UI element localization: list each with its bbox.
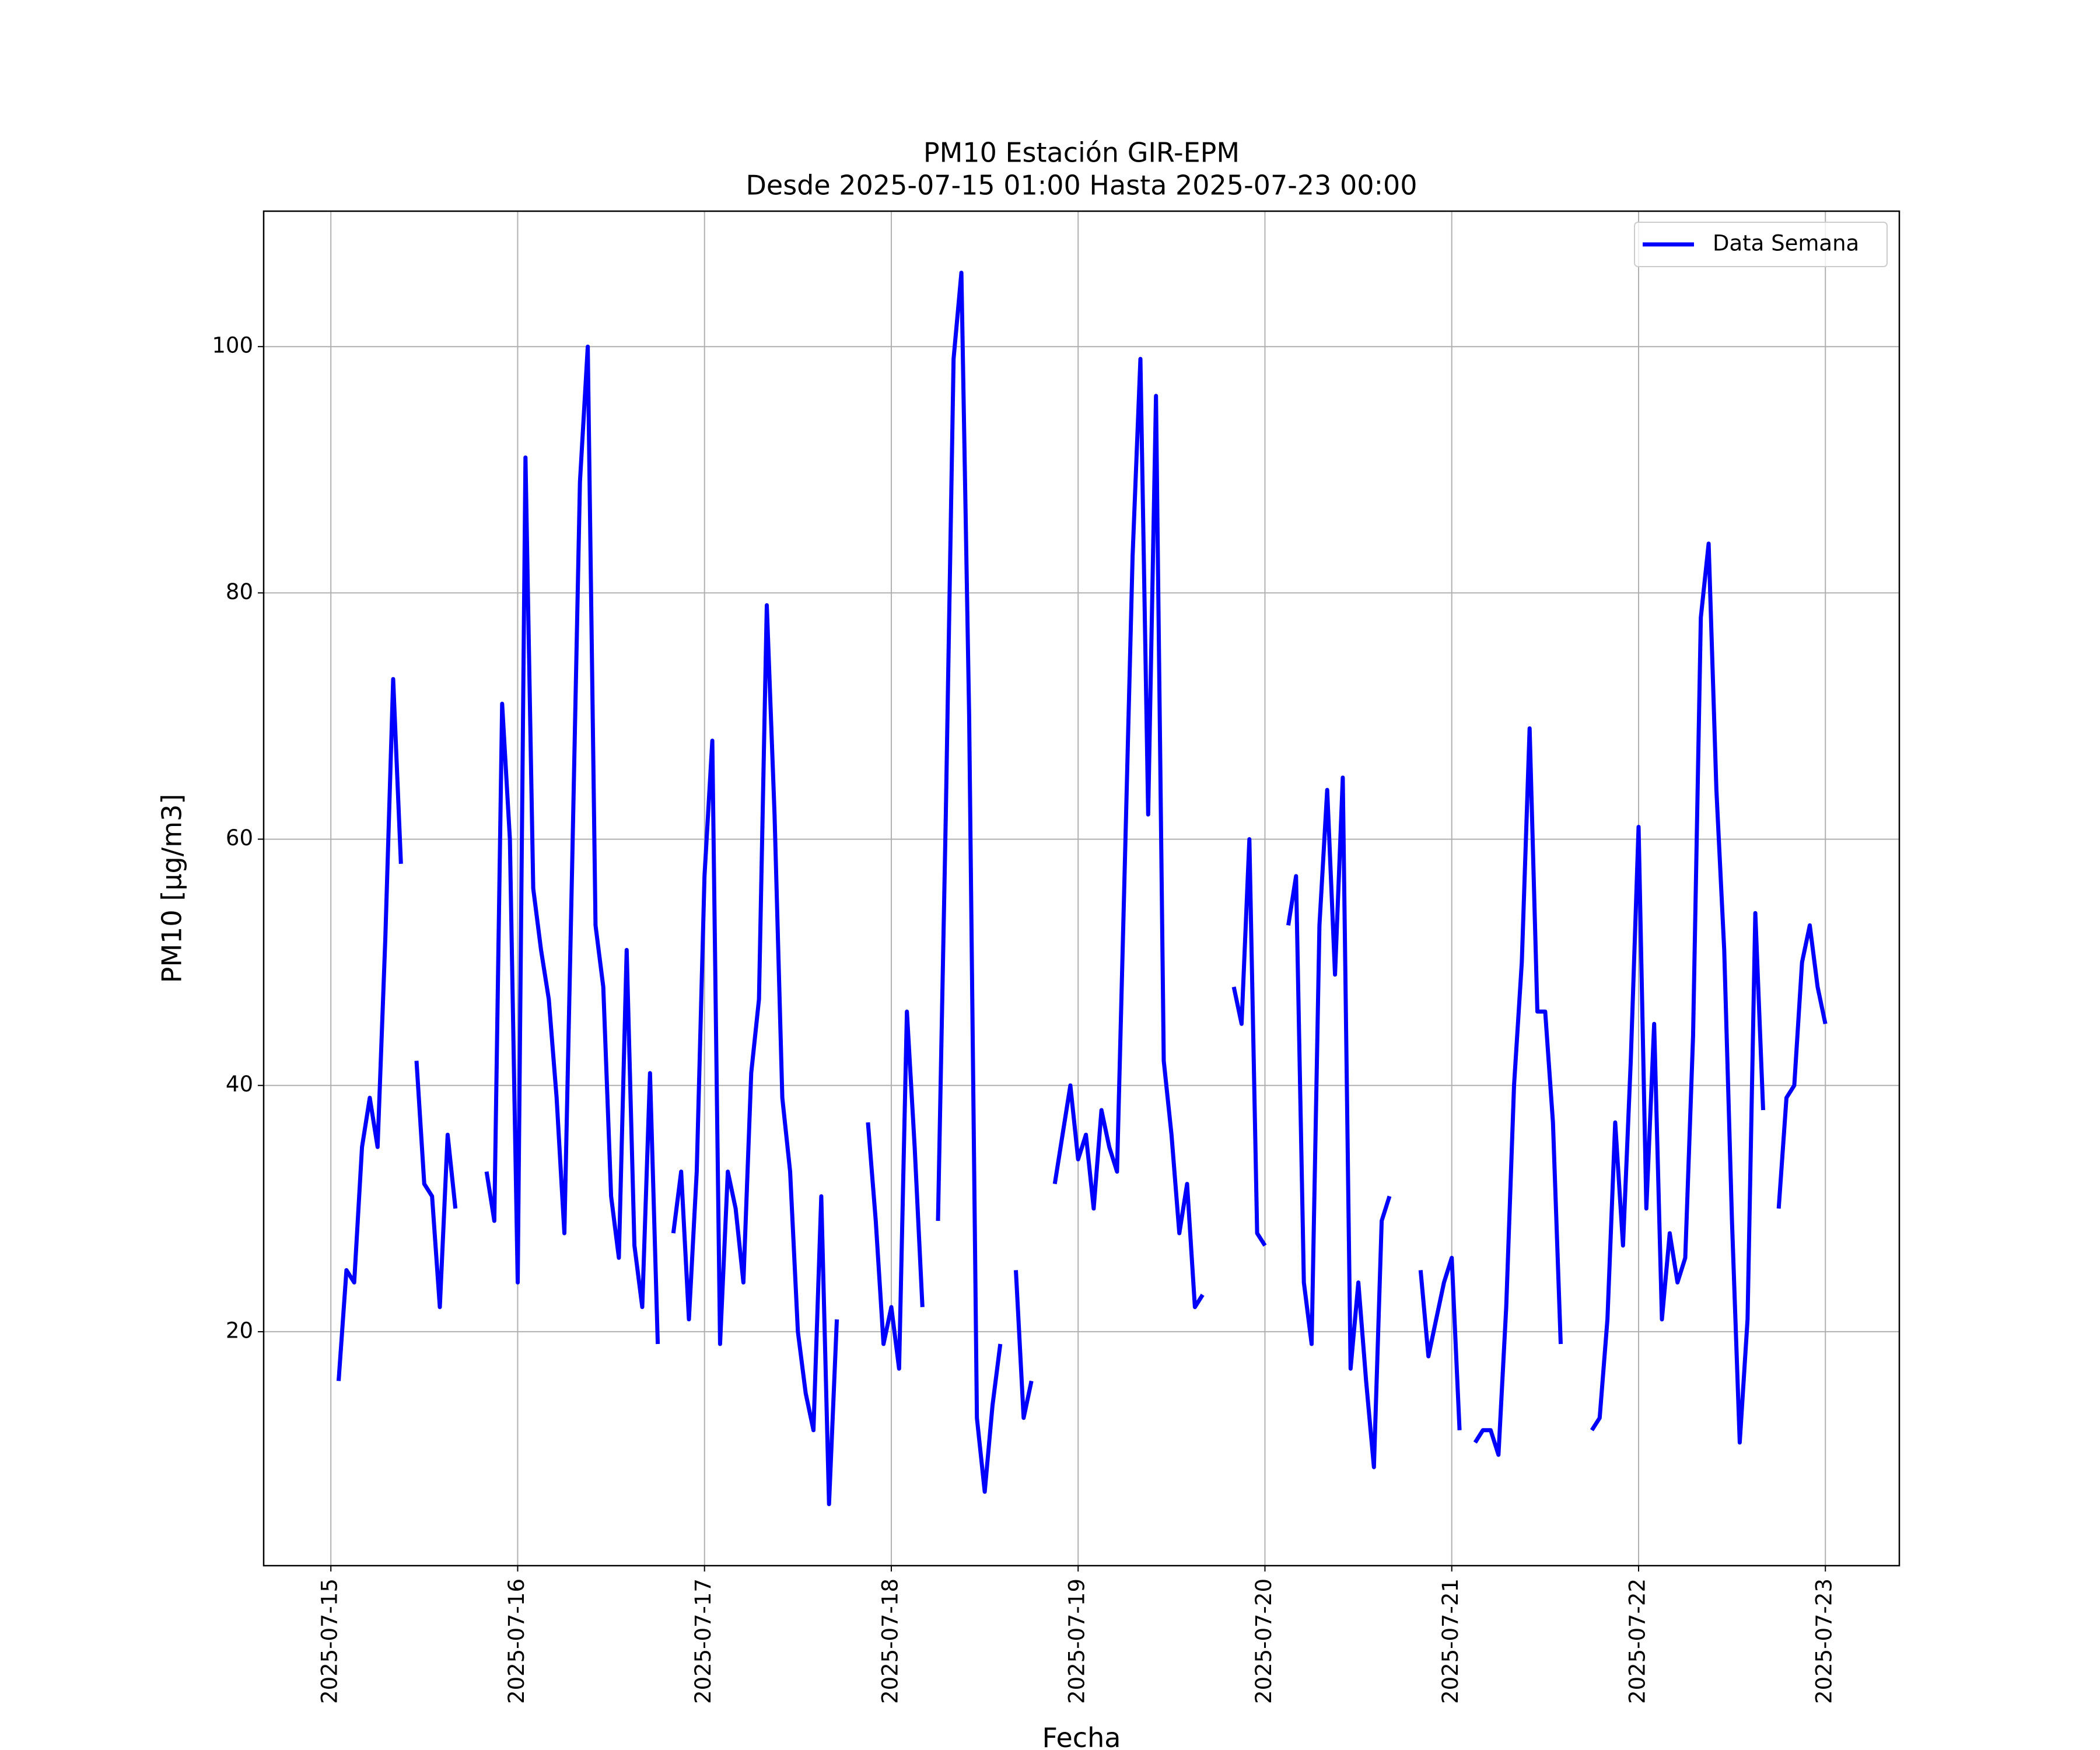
data-line (866, 1009, 925, 1371)
data-line (1473, 726, 1563, 1457)
data-line (484, 344, 660, 1345)
chart-subtitle: Desde 2025-07-15 01:00 Hasta 2025-07-23 … (746, 170, 1417, 201)
data-line (1418, 1255, 1462, 1430)
y-tick-label: 80 (226, 579, 253, 604)
x-tick-label: 2025-07-19 (1065, 1578, 1090, 1704)
y-tick-label: 60 (226, 825, 253, 850)
data-line (1776, 923, 1828, 1209)
data-line (1052, 356, 1205, 1310)
data-line (1231, 837, 1267, 1247)
x-tick-label: 2025-07-20 (1251, 1578, 1276, 1704)
x-tick-label: 2025-07-23 (1812, 1578, 1837, 1704)
data-line (936, 271, 1003, 1494)
data-line (414, 1060, 458, 1310)
legend-box (1634, 222, 1888, 267)
data-line (1014, 1270, 1034, 1420)
x-tick-label: 2025-07-21 (1438, 1578, 1463, 1704)
data-line (1590, 541, 1765, 1445)
data-line (671, 603, 839, 1506)
y-tick-label: 40 (226, 1072, 253, 1097)
y-tick-label: 20 (226, 1318, 253, 1343)
y-tick-label: 100 (212, 333, 253, 358)
x-tick-label: 2025-07-18 (877, 1578, 902, 1704)
chart-title: PM10 Estación GIR-EPM (923, 137, 1240, 169)
plot-frame (262, 210, 1901, 1567)
y-axis-label: PM10 [μg/m3] (156, 794, 188, 984)
x-tick-label: 2025-07-15 (317, 1578, 342, 1704)
data-line (1286, 775, 1392, 1469)
x-tick-label: 2025-07-16 (504, 1578, 529, 1704)
x-axis-label: Fecha (1042, 1722, 1121, 1750)
x-tick-label: 2025-07-17 (691, 1578, 716, 1704)
legend: Data Semana (1634, 222, 1888, 267)
data-line (337, 677, 403, 1381)
legend-label: Data Semana (1713, 231, 1859, 256)
x-tick-label: 2025-07-22 (1625, 1578, 1650, 1704)
